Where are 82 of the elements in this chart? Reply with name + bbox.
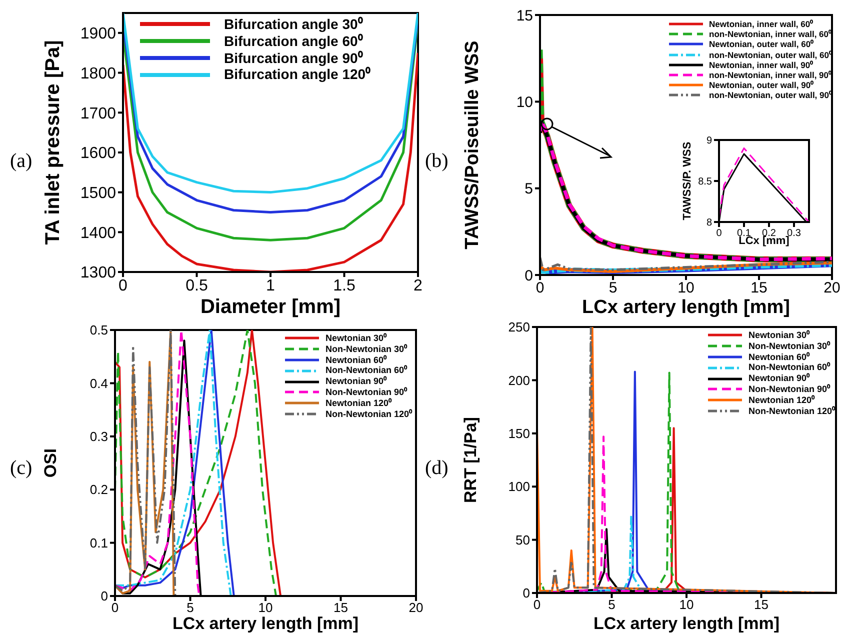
legend-label: Newtonian, outer wall, 90⁰ bbox=[709, 80, 814, 90]
y-axis-title: OSI bbox=[41, 448, 60, 478]
y-tick-label: 10 bbox=[516, 94, 533, 111]
y-tick-label: 200 bbox=[508, 372, 530, 388]
legend-label: Non-Newtonian 60⁰ bbox=[325, 365, 407, 376]
y-tick-label: 50 bbox=[516, 532, 530, 548]
legend-label: Non-Newtonian 30⁰ bbox=[748, 340, 830, 352]
x-tick-label: 10 bbox=[679, 597, 694, 612]
x-tick-label: 15 bbox=[334, 600, 348, 616]
y-axis-title: TAWSS/P. WSS bbox=[682, 142, 694, 220]
text: (d) bbox=[425, 457, 448, 480]
legend-label: Newtonian 120⁰ bbox=[325, 398, 392, 409]
legend-label: Non-Newtonian 90⁰ bbox=[748, 384, 830, 395]
legend-label: Newtonian 90⁰ bbox=[325, 376, 386, 387]
y-axis-title: RRT [1/Pa] bbox=[461, 417, 480, 503]
legend-label: Bifurcation angle 60⁰ bbox=[224, 32, 363, 50]
text: (b) bbox=[425, 150, 448, 173]
y-tick-label: 1700 bbox=[80, 105, 116, 122]
legend-label: Newtonian 120⁰ bbox=[748, 394, 815, 406]
y-axis-title: TAWSS/Poiseuille WSS bbox=[462, 40, 484, 250]
legend-label: non-Newtonian, inner wall, 60⁰ bbox=[709, 29, 832, 40]
legend-label: Non-Newtonian 120⁰ bbox=[748, 406, 835, 416]
x-tick-label: 0 bbox=[716, 228, 722, 240]
y-tick-label: 0 bbox=[522, 586, 530, 601]
y-tick-label: 1900 bbox=[80, 26, 116, 43]
y-tick-label: 1600 bbox=[80, 145, 116, 162]
x-tick-label: 5 bbox=[186, 600, 194, 616]
y-tick-label: 9 bbox=[706, 136, 712, 147]
text: (c) bbox=[10, 457, 32, 480]
y-tick-label: 0.2 bbox=[90, 482, 108, 498]
y-tick-label: 100 bbox=[508, 479, 530, 494]
legend-label: Bifurcation angle 120⁰ bbox=[224, 66, 371, 84]
y-axis-title: TA inlet pressure [Pa] bbox=[42, 40, 64, 245]
x-tick-label: 15 bbox=[754, 597, 768, 612]
y-tick-label: 0.5 bbox=[90, 322, 108, 338]
y-tick-label: 0.4 bbox=[90, 376, 108, 391]
legend-label: Non-Newtonian 60⁰ bbox=[748, 362, 830, 373]
legend-label: Newtonian, inner wall, 90⁰ bbox=[709, 60, 814, 70]
legend-label: Newtonian, outer wall, 60⁰ bbox=[709, 39, 814, 50]
y-tick-label: 0.3 bbox=[90, 429, 108, 444]
x-tick-label: 0.5 bbox=[186, 277, 208, 294]
y-tick-label: 150 bbox=[508, 426, 530, 442]
y-tick-label: 1500 bbox=[80, 184, 116, 202]
x-tick-label: 0 bbox=[536, 280, 544, 297]
y-tick-label: 1300 bbox=[80, 264, 116, 282]
x-tick-label: 5 bbox=[608, 597, 616, 612]
legend-label: Newtonian 30⁰ bbox=[748, 330, 810, 341]
legend-label: Bifurcation angle 90⁰ bbox=[224, 50, 363, 66]
y-tick-label: 5 bbox=[524, 180, 533, 198]
x-axis-title: LCx artery length [mm] bbox=[172, 614, 359, 633]
text: (a) bbox=[10, 150, 32, 173]
legend-label: Newtonian 30⁰ bbox=[325, 333, 386, 344]
x-tick-label: 1 bbox=[266, 277, 276, 294]
legend-label: Non-Newtonian 90⁰ bbox=[325, 386, 407, 398]
legend-label: Bifurcation angle 30⁰ bbox=[224, 16, 363, 33]
x-tick-label: 10 bbox=[678, 280, 694, 297]
x-tick-label: 20 bbox=[824, 280, 840, 297]
legend-label: Newtonian 90⁰ bbox=[748, 373, 810, 384]
x-tick-label: 15 bbox=[750, 280, 768, 297]
x-tick-label: 1.5 bbox=[333, 277, 356, 294]
x-axis-title: LCx artery length [mm] bbox=[593, 614, 780, 633]
legend-label: Newtonian, inner wall, 60⁰ bbox=[709, 19, 814, 30]
y-tick-label: 0.1 bbox=[90, 535, 108, 550]
legend-label: non-Newtonian, inner wall, 90⁰ bbox=[709, 70, 832, 80]
x-tick-label: 20 bbox=[408, 600, 424, 616]
y-tick-label: 1400 bbox=[80, 224, 116, 242]
y-tick-label: 1800 bbox=[80, 65, 116, 82]
y-tick-label: 8.5 bbox=[698, 176, 712, 188]
legend-label: Non-Newtonian 30⁰ bbox=[325, 344, 407, 355]
y-tick-label: 250 bbox=[508, 320, 530, 335]
x-axis-title: LCx artery length [mm] bbox=[582, 297, 790, 318]
y-tick-label: 8 bbox=[706, 218, 712, 229]
legend-label: Non-Newtonian 120⁰ bbox=[325, 408, 412, 420]
x-axis-title: Diameter [mm] bbox=[200, 296, 341, 318]
legend-label: Newtonian 60⁰ bbox=[748, 352, 810, 362]
line-series bbox=[540, 256, 832, 272]
x-tick-label: 5 bbox=[608, 280, 618, 297]
y-tick-label: 15 bbox=[516, 7, 533, 24]
x-tick-label: 10 bbox=[258, 600, 273, 616]
legend-label: Newtonian 60⁰ bbox=[325, 354, 386, 366]
x-tick-label: 2 bbox=[414, 277, 423, 294]
x-tick-label: 0 bbox=[118, 277, 128, 294]
